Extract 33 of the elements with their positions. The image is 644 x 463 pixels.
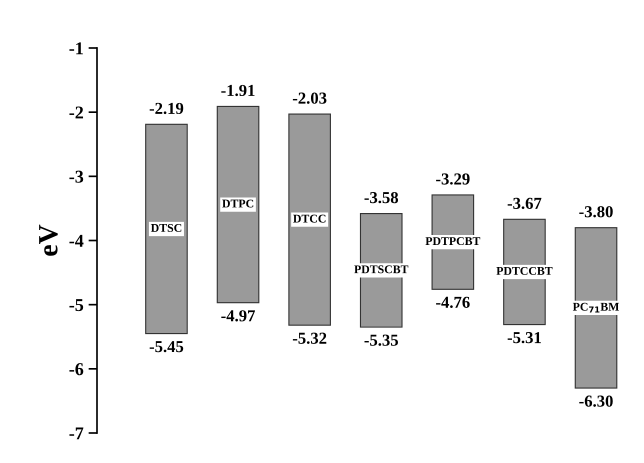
y-tick-label: -3 (69, 170, 84, 183)
y-tick-label: -1 (69, 42, 83, 54)
annotation: -6.30 (579, 396, 613, 407)
bar (145, 124, 188, 334)
x-tick-label: PDTSCBT (354, 265, 408, 274)
y-tick-label: -6 (69, 363, 84, 376)
x-tick-label: DTCC (293, 214, 326, 223)
y-tick-label: -4 (69, 234, 84, 247)
y-tick-label: -5 (69, 299, 84, 312)
annotation: -3.80 (579, 206, 613, 218)
annotation: -5.31 (508, 332, 541, 344)
annotation: -4.76 (436, 296, 470, 308)
annotation: -3.58 (364, 192, 398, 204)
y-axis-title: eV (39, 224, 58, 256)
bar (574, 227, 618, 389)
y-tick-label: -2 (69, 106, 84, 118)
annotation: -2.03 (292, 92, 326, 104)
bar (288, 114, 331, 326)
annotation: -1.91 (221, 84, 255, 96)
annotation: -4.97 (221, 310, 255, 322)
x-tick-label: PDTPCBT (425, 237, 480, 246)
annotation: -3.67 (508, 198, 542, 210)
annotation: -5.35 (364, 334, 398, 346)
x-tick-label: DTPC (222, 200, 254, 208)
annotation: -5.32 (292, 332, 326, 344)
bar (216, 106, 260, 304)
x-tick-label: DTSC (150, 224, 182, 232)
annotation: -5.45 (150, 341, 184, 352)
annotation: -3.29 (436, 173, 470, 185)
x-tick-label: PC$_{71}$BM (572, 302, 620, 313)
annotation: -2.19 (150, 102, 184, 114)
y-tick-label: -7 (69, 427, 84, 440)
x-tick-label: PDTCCBT (496, 266, 552, 275)
